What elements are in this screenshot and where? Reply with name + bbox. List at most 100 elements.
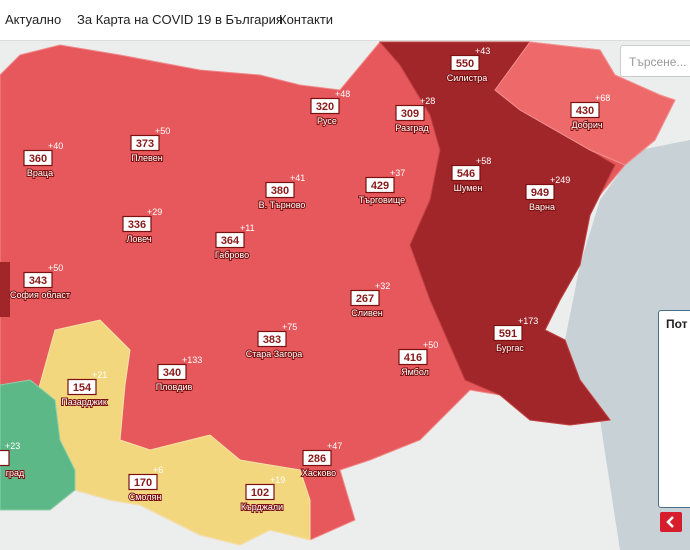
region-delta: +50 xyxy=(155,126,170,136)
value-box xyxy=(128,473,158,491)
value-box xyxy=(23,149,53,167)
nav-link[interactable]: За Карта на COVID 19 в България xyxy=(77,12,283,27)
region-delta: +28 xyxy=(420,96,435,106)
value-box xyxy=(257,330,287,348)
region-delta: +40 xyxy=(48,141,63,151)
region-name: Добрич xyxy=(571,120,602,130)
region-name: Пловдив xyxy=(156,382,193,392)
nav-link[interactable]: Контакти xyxy=(279,12,334,27)
region-value: 286 xyxy=(308,453,326,465)
region-name: Кърджали xyxy=(241,502,283,512)
region-value: 154 xyxy=(73,382,92,394)
region-value: 340 xyxy=(163,367,181,379)
region-name: Бургас xyxy=(496,343,524,353)
region-name: Габрово xyxy=(215,250,249,260)
value-box xyxy=(310,97,340,115)
region-value: 550 xyxy=(456,58,474,70)
value-box xyxy=(570,101,600,119)
value-box xyxy=(365,176,395,194)
value-box xyxy=(450,54,480,72)
region-value: 591 xyxy=(499,328,517,340)
region-value: 429 xyxy=(371,180,389,192)
region-delta: +58 xyxy=(476,156,491,166)
region-delta: +43 xyxy=(475,46,490,56)
region-name: Ловеч xyxy=(127,234,152,244)
value-box xyxy=(398,348,428,366)
region-value: 949 xyxy=(531,187,549,199)
value-box xyxy=(67,378,97,396)
region-value: 267 xyxy=(356,293,374,305)
region-delta: +133 xyxy=(182,355,202,365)
region-value: 336 xyxy=(128,219,146,231)
region-area xyxy=(29,319,311,546)
value-box xyxy=(157,363,187,381)
region-name: Плевен xyxy=(131,153,162,163)
region-delta: +23 xyxy=(5,441,20,451)
value-box xyxy=(245,483,275,501)
region-delta: +68 xyxy=(595,93,610,103)
region-delta: +48 xyxy=(335,89,350,99)
value-box xyxy=(122,215,152,233)
value-box xyxy=(130,134,160,152)
region-name: Пазарджик xyxy=(61,397,107,407)
search-input[interactable]: Търсене... xyxy=(620,45,690,77)
region-value: 320 xyxy=(316,101,334,113)
region-name: Силистра xyxy=(447,73,487,83)
panel-title: Пот xyxy=(666,317,688,331)
value-box xyxy=(451,164,481,182)
region-value: 309 xyxy=(401,108,419,120)
value-box xyxy=(265,181,295,199)
region-name: град xyxy=(6,468,25,478)
region-value: 364 xyxy=(221,235,240,247)
value-box xyxy=(525,183,555,201)
region-delta: +75 xyxy=(282,322,297,332)
value-box xyxy=(395,104,425,122)
region-name: Смолян xyxy=(129,492,162,502)
region-delta: +41 xyxy=(290,173,305,183)
region-delta: +37 xyxy=(390,168,405,178)
region-name: Сливен xyxy=(351,308,382,318)
region-value: 380 xyxy=(271,185,289,197)
value-box xyxy=(302,449,332,467)
region-delta: +21 xyxy=(92,370,107,380)
region-name: Варна xyxy=(529,202,555,212)
region-delta: +249 xyxy=(550,175,570,185)
region-value: 343 xyxy=(29,275,47,287)
region-name: Разград xyxy=(395,123,429,133)
region-delta: +50 xyxy=(423,340,438,350)
region-name: Търговище xyxy=(359,195,405,205)
region-delta: +32 xyxy=(375,281,390,291)
region-value: 416 xyxy=(404,352,422,364)
region-name: Враца xyxy=(27,168,53,178)
region-name: Ямбол xyxy=(401,367,429,377)
collapse-button[interactable] xyxy=(660,512,682,532)
region-value: 102 xyxy=(251,487,269,499)
region-delta: +47 xyxy=(327,441,342,451)
region-name: Стара Загора xyxy=(246,349,303,359)
region-delta: +11 xyxy=(240,223,255,233)
region-area xyxy=(0,379,76,511)
region-name: Шумен xyxy=(454,183,483,193)
value-box xyxy=(23,271,53,289)
region-area xyxy=(0,262,10,317)
value-box xyxy=(215,231,245,249)
region-delta: +50 xyxy=(48,263,63,273)
region-value: 430 xyxy=(576,105,594,117)
region-name: Хасково xyxy=(302,468,336,478)
region-value: 383 xyxy=(263,334,281,346)
region-name: Русе xyxy=(317,116,337,126)
value-box xyxy=(0,449,10,467)
region-delta: +19 xyxy=(270,475,285,485)
region-value: 360 xyxy=(29,153,47,165)
side-panel: Пот xyxy=(658,310,690,508)
value-box xyxy=(350,289,380,307)
region-delta: +6 xyxy=(153,465,163,475)
chevron-icon xyxy=(666,516,674,528)
nav-link[interactable]: Актуално xyxy=(5,12,62,27)
region-value: 373 xyxy=(136,138,154,150)
region-name: В. Търново xyxy=(259,200,306,210)
region-delta: +29 xyxy=(147,207,162,217)
region-value: 546 xyxy=(457,168,475,180)
